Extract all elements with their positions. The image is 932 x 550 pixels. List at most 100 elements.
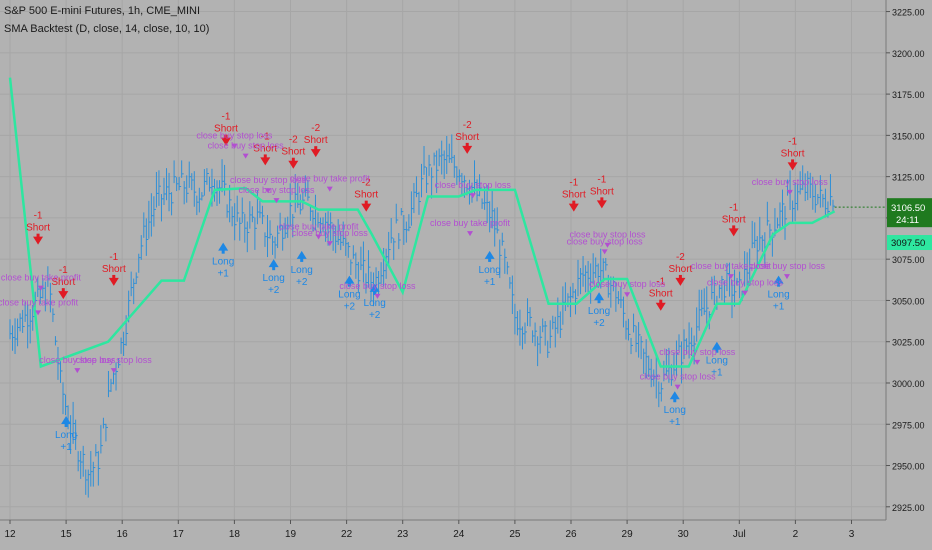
price-bar	[196, 195, 199, 216]
exit-signal: close buy stop loss	[752, 177, 828, 195]
price-bar	[481, 198, 485, 209]
short-quantity-label: -1	[597, 174, 606, 185]
long-quantity-label: +1	[484, 277, 496, 288]
price-bar	[585, 265, 588, 293]
long-label: Long	[664, 405, 686, 416]
short-arrow-icon	[260, 157, 271, 166]
price-bar	[479, 174, 482, 197]
price-axis-label: 3175.00	[892, 90, 925, 100]
price-bar	[766, 201, 770, 226]
price-bar	[95, 444, 98, 457]
price-bar	[491, 189, 495, 229]
study-title: SMA Backtest (D, close, 14, close, 10, 1…	[4, 23, 210, 35]
exit-signal: close buy stop loss	[230, 175, 307, 194]
price-bar	[72, 401, 76, 444]
price-bar	[529, 307, 533, 327]
price-bar	[549, 320, 553, 349]
exit-arrow-icon	[231, 143, 238, 149]
price-bar	[648, 355, 651, 377]
price-bar	[357, 261, 361, 293]
price-bar	[829, 174, 833, 206]
price-bar	[380, 262, 384, 284]
price-bar	[443, 150, 447, 179]
price-bar	[259, 200, 262, 218]
price-bar	[317, 212, 320, 228]
price-bar	[438, 148, 442, 167]
price-bar	[650, 358, 654, 388]
long-arrow-icon	[218, 242, 229, 251]
exit-arrow-icon	[35, 310, 42, 316]
last-price-value: 3106.50	[891, 203, 925, 214]
exit-signal: close buy stop loss	[569, 230, 646, 248]
exit-label: close buy stop loss	[567, 236, 644, 246]
price-bar	[12, 325, 15, 351]
long-signal: Long+2	[364, 283, 386, 321]
price-bar	[779, 202, 782, 231]
price-bar	[168, 172, 172, 212]
price-bar	[181, 160, 184, 178]
price-bar	[92, 461, 96, 487]
price-bar	[446, 136, 449, 174]
price-bar	[527, 298, 530, 327]
price-axis: 2925.00 2950.00 2975.00 3000.00 3025.00 3050.…	[885, 0, 932, 550]
long-quantity-label: +2	[344, 302, 356, 313]
long-arrow-stem	[715, 348, 719, 353]
price-axis-label: 3025.00	[892, 338, 925, 348]
price-bar	[799, 171, 803, 195]
price-bar	[249, 201, 252, 229]
long-quantity-label: +1	[773, 302, 785, 313]
price-bar	[617, 291, 621, 305]
exit-label: close buy stop loss	[292, 228, 369, 238]
price-bar	[605, 257, 608, 271]
long-signal: Long+1	[212, 242, 234, 280]
price-bar	[423, 146, 427, 175]
price-bar	[819, 175, 823, 208]
price-bar	[219, 180, 222, 204]
exit-signal: close buy stop loss	[707, 278, 783, 296]
price-bar	[713, 275, 717, 305]
short-label: Short	[722, 214, 746, 225]
short-arrow-stem	[291, 157, 295, 162]
price-bar	[458, 169, 462, 183]
price-bar	[797, 183, 800, 211]
price-bar	[794, 182, 798, 221]
price-bar	[822, 193, 825, 208]
price-bar	[264, 232, 267, 247]
price-bar	[587, 261, 591, 293]
exit-label: close buy stop loss	[208, 141, 285, 151]
price-bar	[62, 382, 66, 415]
price-bar	[312, 210, 315, 232]
price-bar	[660, 382, 664, 402]
long-arrow-stem	[272, 266, 276, 271]
short-quantity-label: -1	[109, 252, 118, 263]
exit-arrow-icon	[273, 198, 280, 204]
price-bar	[686, 338, 689, 354]
short-arrow-stem	[61, 288, 65, 293]
price-bar	[107, 370, 111, 398]
price-bar	[630, 337, 634, 355]
price-bar	[266, 214, 270, 258]
price-bar	[655, 354, 659, 399]
price-bar	[120, 337, 124, 354]
price-bar	[532, 330, 535, 343]
time-axis-label: 19	[285, 529, 297, 540]
price-bar	[572, 282, 575, 299]
price-bar	[272, 235, 275, 255]
price-bar	[163, 177, 166, 206]
exit-label: close buy stop loss	[659, 347, 736, 357]
long-signal: Long+1	[664, 391, 686, 428]
price-bar	[292, 213, 295, 238]
price-bar	[759, 216, 762, 251]
price-bar	[234, 203, 237, 241]
price-bar	[456, 166, 459, 185]
price-bar	[299, 194, 303, 215]
exit-signal: close buy take profit	[691, 261, 771, 280]
